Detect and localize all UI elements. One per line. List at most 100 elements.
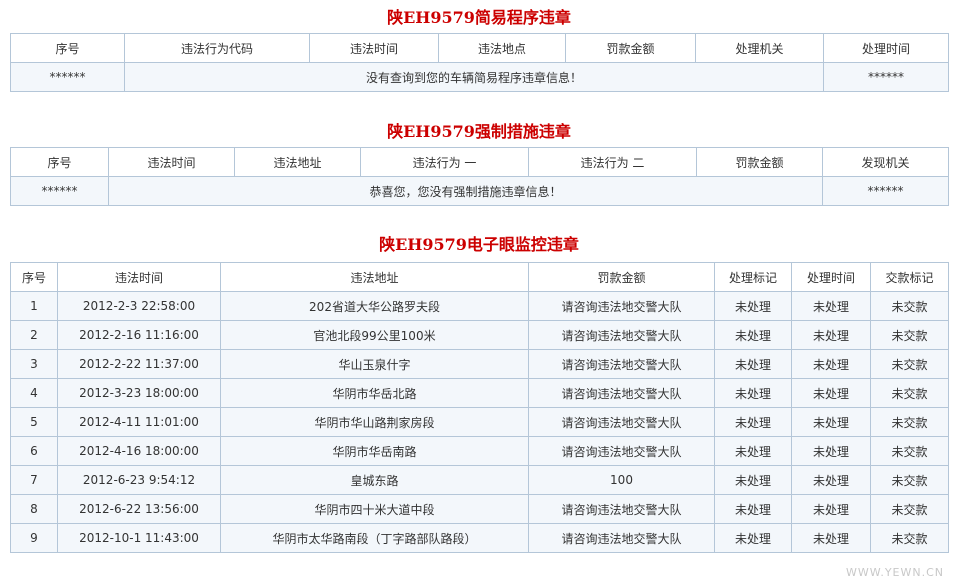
cell: 未处理 bbox=[714, 523, 792, 553]
row: 6 2012-4-16 18:00:00 华阴市华岳南路 请咨询违法地交警大队 未处理未… bbox=[10, 436, 949, 466]
cell: 未处理 bbox=[791, 494, 871, 524]
section-title: 陕EH9579强制措施违章 bbox=[387, 122, 571, 141]
row: 2 2012-2-16 11:16:00 官池北段99公里100米 请咨询违法地交警大… bbox=[10, 320, 949, 350]
cell: 100 bbox=[528, 465, 715, 495]
cell: 2012-6-22 13:56:00 bbox=[57, 494, 221, 524]
header-row: 序号 违法行为代码 违法时间 违法地点 罚款金额 处理机关 处理时间 bbox=[10, 33, 949, 63]
cell: ****** bbox=[822, 176, 949, 206]
cell: 1 bbox=[10, 291, 58, 321]
cell: 未处理 bbox=[714, 494, 792, 524]
row: ****** 没有查询到您的车辆简易程序违章信息！ ****** bbox=[10, 62, 949, 92]
cell: 未处理 bbox=[714, 465, 792, 495]
row: 3 2012-2-22 11:37:00 华山玉泉什字 请咨询违法地交警大队 未处理 未处… bbox=[10, 349, 949, 379]
cell: 未处理 bbox=[791, 436, 871, 466]
header-row: 序号 违法时间 违法地址 罚款金额 处理标记 处理时间 交款标记 bbox=[10, 262, 949, 292]
cell: 未处理 bbox=[714, 291, 792, 321]
watermark: WWW.YEWN.CN bbox=[845, 566, 944, 579]
cell: 恭喜您，您没有强制措施违章信息！ bbox=[108, 176, 823, 206]
cell: 未处理 bbox=[791, 465, 871, 495]
cell: 未处理 bbox=[714, 407, 792, 437]
cell: 2012-6-23 9:54:12 bbox=[57, 465, 221, 495]
cell: 请咨询违法地交警大队 bbox=[528, 494, 715, 524]
table: 序号 违法时间 违法地址 违法行为 一违法行为 二罚款金额 发现机关 ****** 恭喜您，… bbox=[10, 147, 949, 206]
section-title: 陕EH9579简易程序违章 bbox=[387, 8, 571, 27]
cell: 7 bbox=[10, 465, 58, 495]
cell: 未交款 bbox=[870, 291, 949, 321]
cell: ****** bbox=[10, 176, 109, 206]
cell: 皇城东路 bbox=[220, 465, 529, 495]
cell: 华阴市太华路南段（丁字路部队路段） bbox=[220, 523, 529, 553]
row: 1 2012-2-3 22:58:00 202省道大华公路罗夫段 请咨询违法地交警大队… bbox=[10, 291, 949, 321]
header-cell: 处理机关 bbox=[695, 33, 824, 63]
header-cell: 罚款金额 bbox=[528, 262, 715, 292]
cell: 未交款 bbox=[870, 436, 949, 466]
header-cell: 交款标记 bbox=[870, 262, 949, 292]
row: 8 2012-6-22 13:56:00 华阴市四十米大道中段 请咨询违法地交警大队未… bbox=[10, 494, 949, 524]
cell: 未处理 bbox=[791, 320, 871, 350]
cell: 请咨询违法地交警大队 bbox=[528, 523, 715, 553]
header-cell: 发现机关 bbox=[822, 147, 949, 177]
row: 9 2012-10-1 11:43:00 华阴市太华路南段（丁字路部队路段） 请咨询违… bbox=[10, 523, 949, 553]
cell: 2012-4-11 11:01:00 bbox=[57, 407, 221, 437]
header-cell: 处理时间 bbox=[823, 33, 949, 63]
cell: 2012-4-16 18:00:00 bbox=[57, 436, 221, 466]
cell: 没有查询到您的车辆简易程序违章信息！ bbox=[124, 62, 824, 92]
row: 4 2012-3-23 18:00:00 华阴市华岳北路 请咨询违法地交警大队 未处理未… bbox=[10, 378, 949, 408]
table: 序号 违法行为代码 违法时间 违法地点 罚款金额 处理机关 处理时间 ****** 没有查询到您… bbox=[10, 33, 949, 92]
cell: 未交款 bbox=[870, 378, 949, 408]
cell: 请咨询违法地交警大队 bbox=[528, 436, 715, 466]
cell: 未处理 bbox=[791, 349, 871, 379]
cell: 未处理 bbox=[714, 320, 792, 350]
header-cell: 违法时间 bbox=[108, 147, 235, 177]
cell: 6 bbox=[10, 436, 58, 466]
cell: 请咨询违法地交警大队 bbox=[528, 349, 715, 379]
cell: 华山玉泉什字 bbox=[220, 349, 529, 379]
header-cell: 违法行为 一 bbox=[360, 147, 529, 177]
cell: 未交款 bbox=[870, 320, 949, 350]
header-cell: 违法地址 bbox=[234, 147, 361, 177]
header-cell: 违法行为代码 bbox=[124, 33, 310, 63]
row: ****** 恭喜您，您没有强制措施违章信息！ ****** bbox=[10, 176, 949, 206]
cell: 未交款 bbox=[870, 523, 949, 553]
table: 序号 违法时间 违法地址 罚款金额 处理标记 处理时间 交款标记 1 2012-2-3 22:5… bbox=[10, 262, 949, 553]
cell: ****** bbox=[823, 62, 949, 92]
cell: 8 bbox=[10, 494, 58, 524]
header-row: 序号 违法时间 违法地址 违法行为 一违法行为 二罚款金额 发现机关 bbox=[10, 147, 949, 177]
cell: 未处理 bbox=[714, 378, 792, 408]
cell: 3 bbox=[10, 349, 58, 379]
header-cell: 处理时间 bbox=[791, 262, 871, 292]
cell: 未交款 bbox=[870, 349, 949, 379]
header-cell: 罚款金额 bbox=[696, 147, 823, 177]
cell: 未处理 bbox=[791, 291, 871, 321]
row: 7 2012-6-23 9:54:12 皇城东路 100 未处理 未处理 未交款 bbox=[10, 465, 949, 495]
cell: 5 bbox=[10, 407, 58, 437]
cell: 2012-2-22 11:37:00 bbox=[57, 349, 221, 379]
section-title: 陕EH9579电子眼监控违章 bbox=[379, 235, 579, 254]
header-cell: 序号 bbox=[10, 147, 109, 177]
header-cell: 处理标记 bbox=[714, 262, 792, 292]
cell: 4 bbox=[10, 378, 58, 408]
cell: 2012-2-3 22:58:00 bbox=[57, 291, 221, 321]
cell: 请咨询违法地交警大队 bbox=[528, 320, 715, 350]
cell: 202省道大华公路罗夫段 bbox=[220, 291, 529, 321]
header-cell: 序号 bbox=[10, 33, 125, 63]
cell: 未交款 bbox=[870, 494, 949, 524]
cell: ****** bbox=[10, 62, 125, 92]
cell: 请咨询违法地交警大队 bbox=[528, 291, 715, 321]
cell: 华阴市华岳南路 bbox=[220, 436, 529, 466]
cell: 未交款 bbox=[870, 407, 949, 437]
cell: 2012-2-16 11:16:00 bbox=[57, 320, 221, 350]
cell: 9 bbox=[10, 523, 58, 553]
header-cell: 违法时间 bbox=[309, 33, 439, 63]
cell: 未交款 bbox=[870, 465, 949, 495]
cell: 华阴市华山路荆家房段 bbox=[220, 407, 529, 437]
cell: 未处理 bbox=[791, 407, 871, 437]
cell: 2012-3-23 18:00:00 bbox=[57, 378, 221, 408]
cell: 未处理 bbox=[791, 523, 871, 553]
header-cell: 违法时间 bbox=[57, 262, 221, 292]
header-cell: 序号 bbox=[10, 262, 58, 292]
cell: 未处理 bbox=[714, 349, 792, 379]
cell: 未处理 bbox=[714, 436, 792, 466]
cell: 请咨询违法地交警大队 bbox=[528, 407, 715, 437]
